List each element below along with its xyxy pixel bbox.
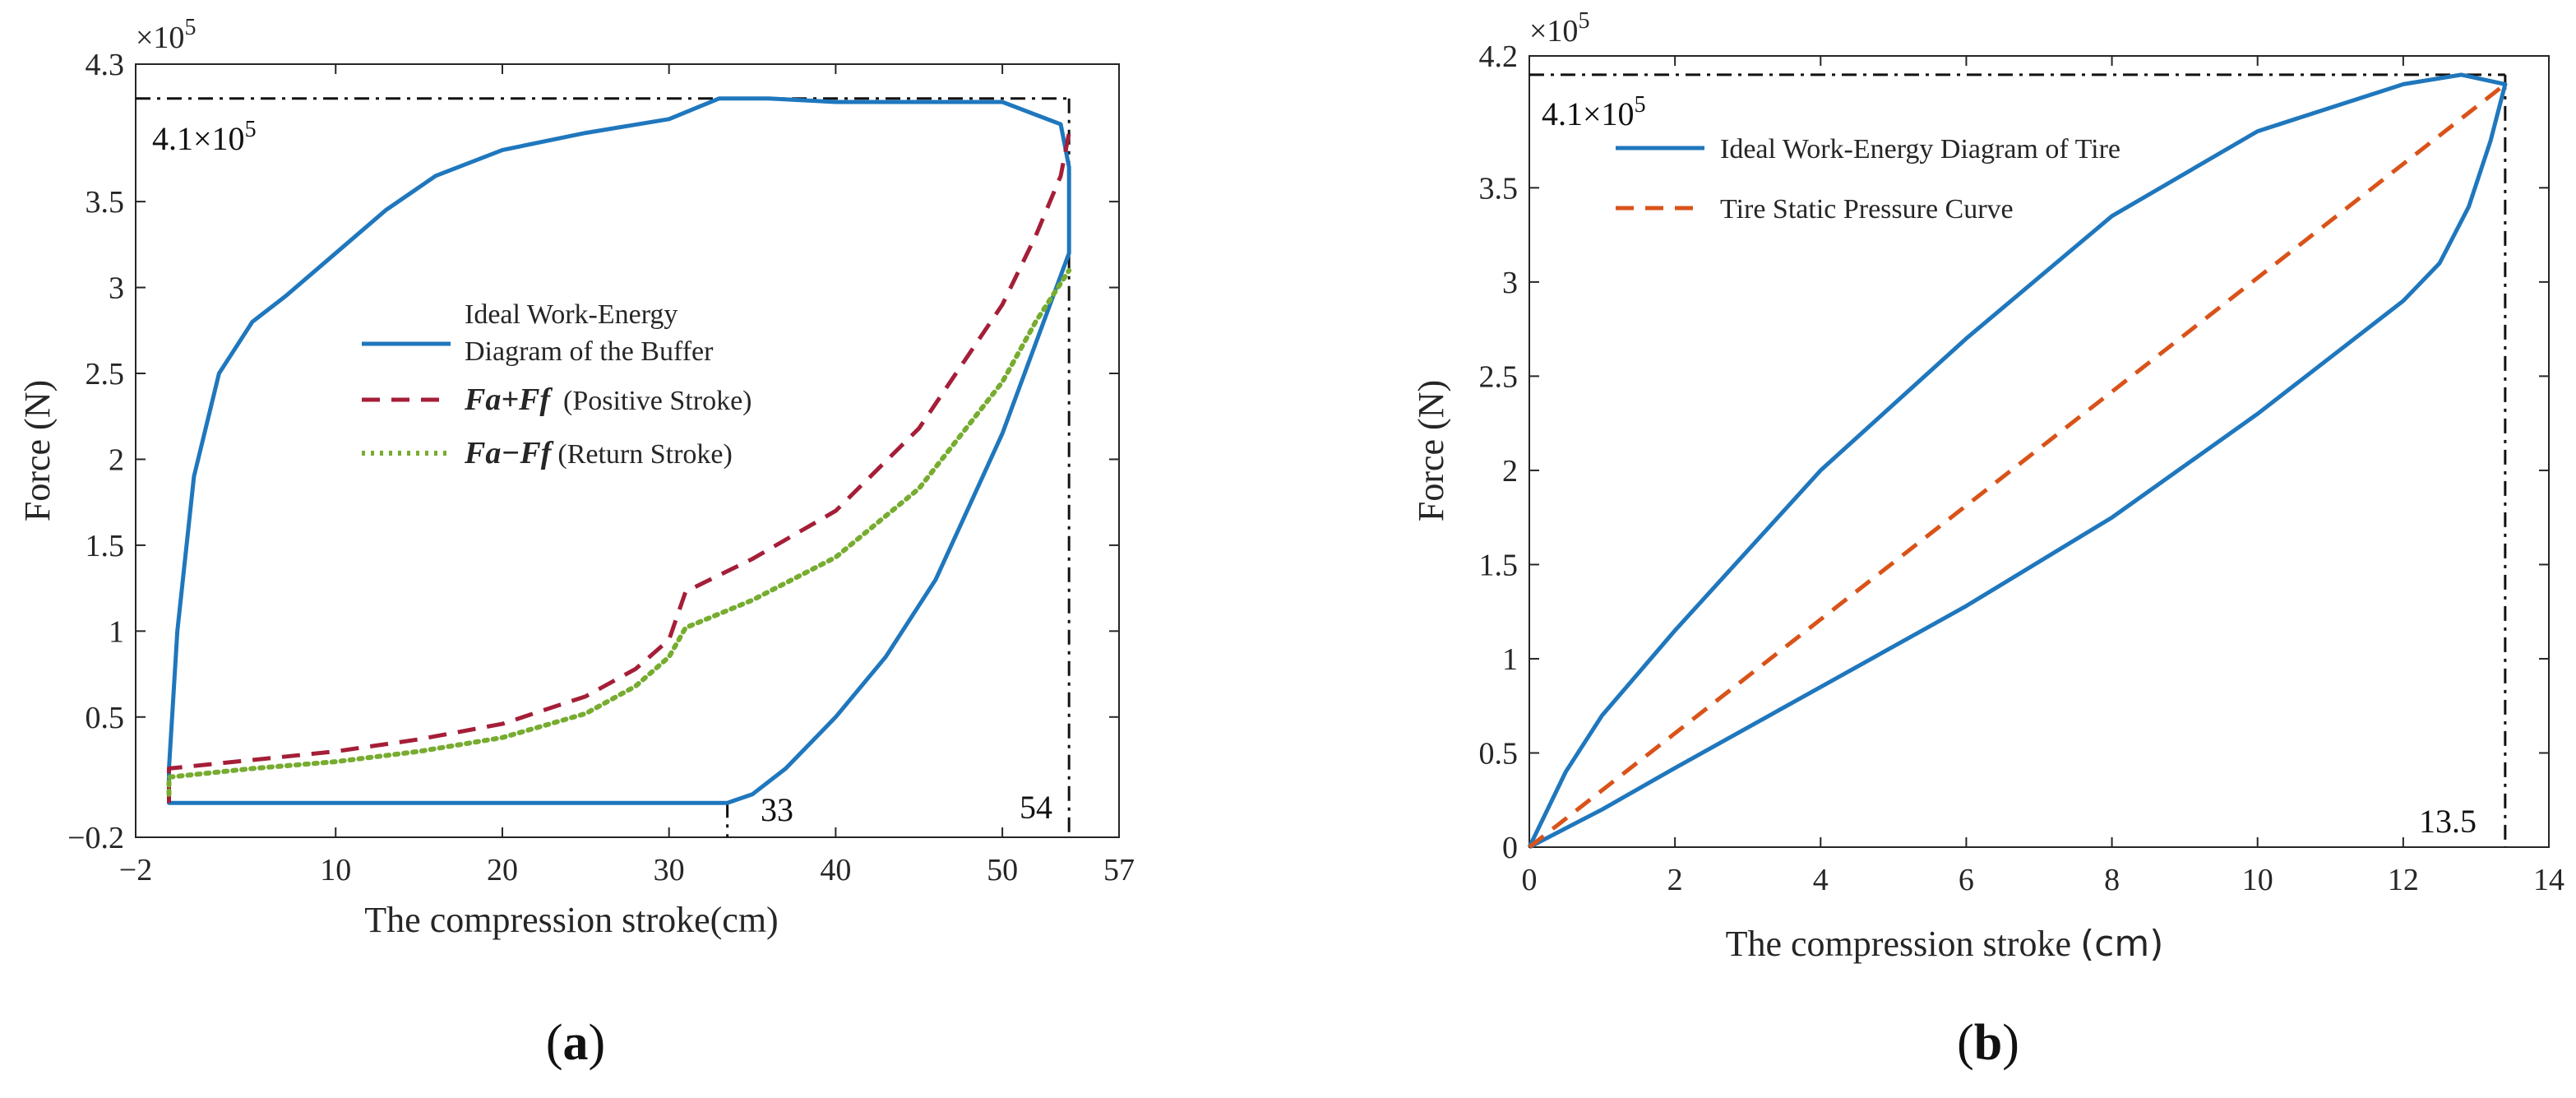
y-axis-label-b: Force (N) [1411,380,1451,521]
mark-54-label: 54 [1020,789,1052,826]
reference-lines-a [136,97,1071,837]
peak-annotation-a: 4.1×105 [152,117,257,157]
x-tick-label: 4 [1813,863,1829,897]
chart-panel-b: 0 2 4 6 8 10 12 14 0 0.5 1 1.5 2 2.5 3 3.5 4.2 ×105 4.1… [1411,8,2564,1071]
series-group-b [1527,72,2508,850]
y-tick-label: 1.5 [86,529,125,563]
panel-label-b: (b) [1957,1015,2019,1071]
x-tick-label: 10 [2242,863,2273,897]
x-tick-label: 14 [2533,863,2564,897]
y-tick-label: 0.5 [1479,736,1519,771]
y-tick-label: 3 [1502,266,1518,300]
x-axis-label-a: The compression stroke(cm) [364,900,778,940]
y-tick-label: 4.2 [1479,39,1519,74]
reference-lines-b [1529,73,2507,847]
x-tick-label: 0 [1522,863,1538,897]
y-tick-label: 3.5 [1479,171,1519,206]
y-tick-label: 1.5 [1479,548,1519,582]
x-tick-labels-a: −2 10 20 30 40 50 57 [119,853,1135,887]
series-line-a-0 [167,96,1071,805]
legend-label-buffer-line1: Ideal Work-Energy [465,299,678,330]
series-line-a-2 [166,267,1072,797]
panel-label-a: (a) [546,1015,605,1071]
x-tick-label: −2 [119,853,152,887]
y-tick-label: 2 [1502,454,1518,489]
axis-ticks-b [1528,55,2550,848]
y-tick-label: 3.5 [86,185,125,220]
mark-33-label: 33 [761,791,793,828]
x-tick-label: 57 [1103,853,1135,887]
y-tick-label: 2.5 [1479,359,1519,394]
legend-a: Ideal Work-Energy Diagram of the Buffer … [362,299,752,470]
x-tick-label: 10 [320,853,351,887]
y-tick-label: 2 [109,442,124,477]
x-tick-label: 8 [2104,863,2120,897]
x-tick-label: 12 [2388,863,2419,897]
peak-annotation-b: 4.1×105 [1542,92,1646,132]
series-group-a [166,96,1072,805]
x-tick-label: 2 [1667,863,1683,897]
y-tick-label: 3 [109,271,124,306]
y-tick-labels-b: 0 0.5 1 1.5 2 2.5 3 3.5 4.2 [1479,39,1519,865]
x-tick-labels-b: 0 2 4 6 8 10 12 14 [1522,863,2565,897]
plot-area-a [135,63,1120,838]
x-tick-label: 40 [820,853,851,887]
x-tick-label: 6 [1959,863,1974,897]
y-tick-label: 0 [1502,831,1518,865]
x-tick-label: 30 [654,853,685,887]
series-line-a-1 [167,132,1071,804]
x-tick-label: 20 [487,853,518,887]
y-tick-labels-a: −0.2 0.5 1 1.5 2 2.5 3 3.5 4.3 [67,48,124,855]
legend-label-tire: Ideal Work-Energy Diagram of Tire [1720,134,2120,164]
x-axis-label-b: The compression stroke (cm) [1726,923,2164,965]
mark-13-5-label: 13.5 [2419,803,2477,840]
legend-b: Ideal Work-Energy Diagram of Tire Tire S… [1616,134,2120,225]
legend-label-positive: Fa+Ff (Positive Stroke) [464,382,752,417]
y-tick-label: 1 [109,614,124,649]
y-tick-label: 0.5 [86,701,125,735]
series-line-b-0 [1527,72,2508,850]
y-tick-label: 2.5 [86,357,125,391]
y-tick-label: 1 [1502,642,1518,677]
y-tick-label: −0.2 [67,821,124,855]
y-multiplier-a: ×105 [136,15,196,55]
axis-ticks-a [135,63,1120,838]
y-multiplier-b: ×105 [1529,8,1589,49]
legend-label-static: Tire Static Pressure Curve [1720,194,2014,225]
legend-label-buffer-line2: Diagram of the Buffer [465,336,714,367]
y-tick-label: 4.3 [86,48,125,82]
chart-panel-a: −2 10 20 30 40 50 57 −0.2 0.5 1 1.5 2 2.5 3 3.5 4.3 ×1… [17,15,1135,1071]
legend-label-return: Fa−Ff (Return Stroke) [464,436,733,470]
x-tick-label: 50 [987,853,1018,887]
y-axis-label-a: Force (N) [17,380,58,521]
